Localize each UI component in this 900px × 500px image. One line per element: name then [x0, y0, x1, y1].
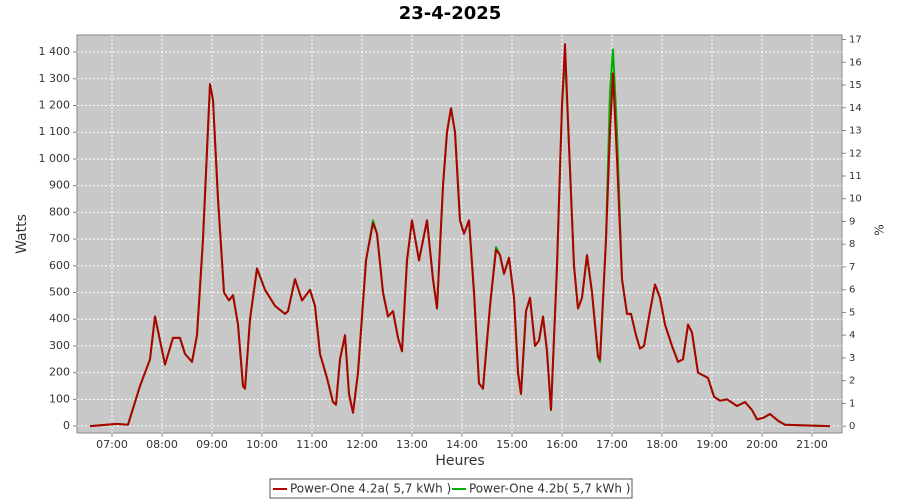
y2-tick-label: 10: [849, 194, 862, 205]
y2-tick-label: 16: [849, 57, 862, 68]
y2-tick-label: 6: [849, 285, 855, 296]
y-tick-label: 1 400: [39, 45, 71, 58]
y2-axis-label: %: [873, 224, 887, 235]
y2-tick-label: 1: [849, 398, 855, 409]
y-tick-label: 1 100: [39, 125, 71, 138]
x-tick-label: 08:00: [146, 438, 178, 451]
y2-tick-label: 9: [849, 216, 855, 227]
y2-tick-label: 17: [849, 35, 862, 46]
x-tick-label: 15:00: [496, 438, 528, 451]
x-tick-label: 17:00: [596, 438, 628, 451]
y-tick-label: 0: [63, 419, 70, 432]
x-axis-label: Heures: [435, 453, 484, 469]
x-tick-label: 09:00: [196, 438, 228, 451]
y-tick-label: 700: [49, 232, 70, 245]
y2-tick-label: 3: [849, 353, 855, 364]
legend: [269, 478, 633, 499]
y2-tick-label: 5: [849, 307, 855, 318]
x-tick-label: 10:00: [246, 438, 278, 451]
y-axis-label: Watts: [14, 214, 30, 254]
x-tick-label: 21:00: [796, 438, 828, 451]
y2-tick-label: 4: [849, 330, 855, 341]
y2-tick-label: 12: [849, 148, 862, 159]
x-tick-label: 07:00: [96, 438, 128, 451]
y2-tick-label: 0: [849, 421, 855, 432]
y2-tick-label: 8: [849, 239, 855, 250]
x-tick-label: 18:00: [646, 438, 678, 451]
x-tick-label: 11:00: [296, 438, 328, 451]
y2-tick-label: 11: [849, 171, 862, 182]
y2-tick-label: 2: [849, 376, 855, 387]
series-line: [89, 43, 831, 428]
x-tick-label: 12:00: [346, 438, 378, 451]
y-tick-label: 200: [49, 366, 70, 379]
y2-tick-label: 13: [849, 126, 862, 137]
y-tick-label: 100: [49, 392, 70, 405]
chart-title: 23-4-2025: [399, 3, 502, 24]
y2-tick-label: 7: [849, 262, 855, 273]
y-tick-label: 300: [49, 339, 70, 352]
y-tick-label: 900: [49, 179, 70, 192]
x-tick-label: 14:00: [446, 438, 478, 451]
legend-label: Power-One 4.2a( 5,7 kWh ): [290, 482, 451, 496]
y-tick-label: 1 200: [39, 99, 71, 112]
plot-area: [76, 34, 843, 434]
legend-label: Power-One 4.2b( 5,7 kWh ): [469, 482, 630, 496]
x-tick-label: 16:00: [546, 438, 578, 451]
y-tick-label: 1 300: [39, 72, 71, 85]
y-tick-label: 400: [49, 312, 70, 325]
x-tick-label: 13:00: [396, 438, 428, 451]
y-tick-label: 1 000: [39, 152, 71, 165]
x-tick-label: 19:00: [696, 438, 728, 451]
y-tick-label: 500: [49, 285, 70, 298]
y2-tick-label: 14: [849, 103, 862, 114]
y-tick-label: 600: [49, 259, 70, 272]
y2-tick-label: 15: [849, 80, 862, 91]
y-tick-label: 800: [49, 205, 70, 218]
x-tick-label: 20:00: [746, 438, 778, 451]
